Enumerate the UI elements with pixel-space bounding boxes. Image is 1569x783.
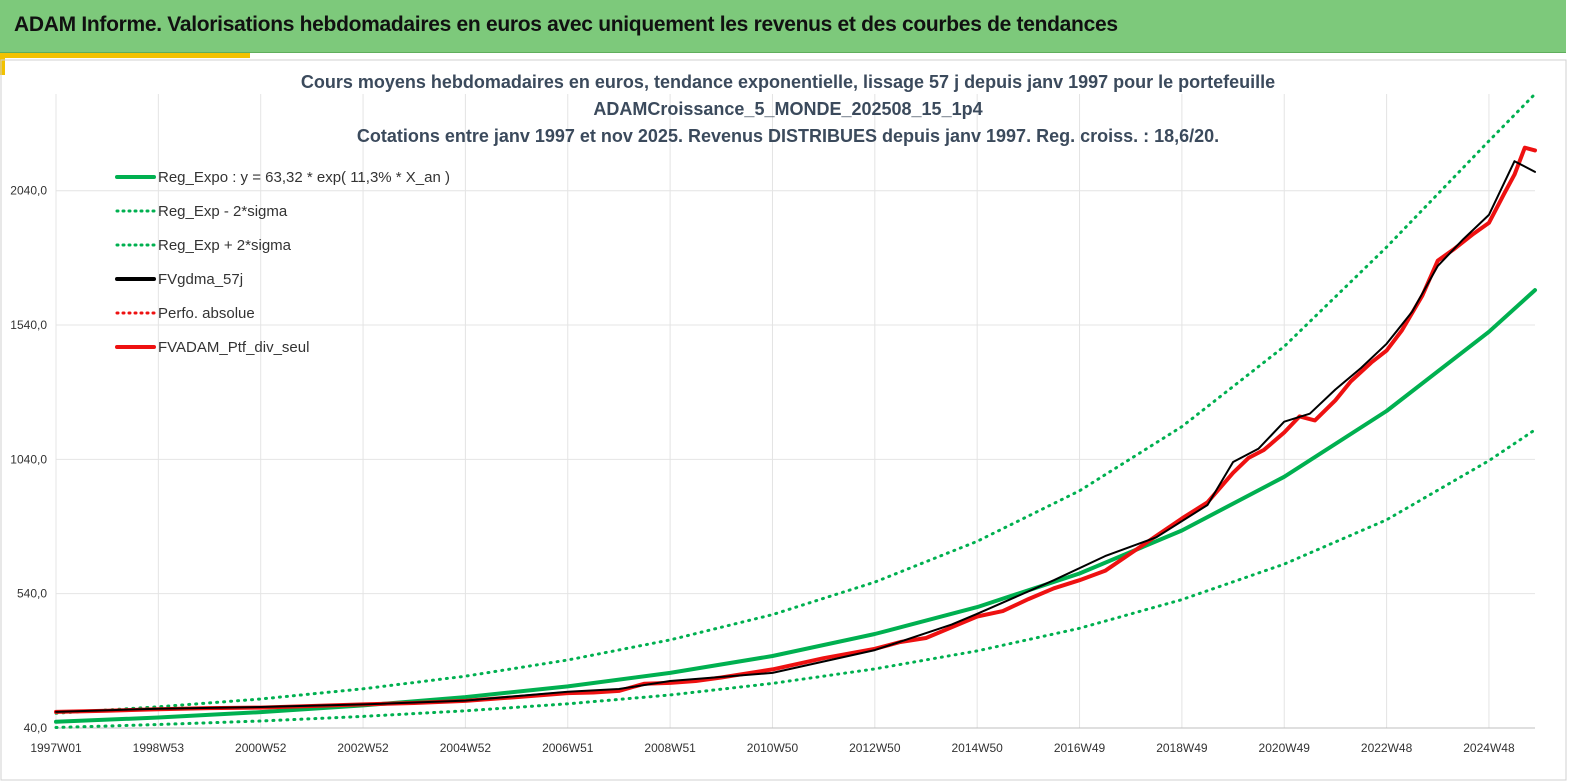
banner-title: ADAM Informe. Valorisations hebdomadaire… (14, 13, 1118, 36)
x-tick-label: 2018W49 (1156, 741, 1208, 755)
legend-label: Reg_Expo : y = 63,32 * exp( 11,3% * X_an… (158, 169, 450, 186)
x-tick-label: 1997W01 (30, 741, 82, 755)
line-chart: Cours moyens hebdomadaires en euros, ten… (0, 59, 1567, 781)
legend-label: FVgdma_57j (158, 271, 243, 288)
report-banner: ADAM Informe. Valorisations hebdomadaire… (0, 0, 1566, 53)
accent-side-bar (0, 53, 5, 75)
y-tick-label: 1540,0 (10, 318, 47, 332)
legend-label: Reg_Exp - 2*sigma (158, 203, 288, 220)
chart-frame (0, 59, 1567, 781)
series-line-2 (54, 92, 1537, 715)
chart-border (0, 59, 1567, 781)
x-tick-label: 2024W48 (1463, 741, 1515, 755)
chart-title: Cours moyens hebdomadaires en euros, ten… (301, 72, 1275, 146)
x-tick-label: 2014W50 (951, 741, 1003, 755)
x-tick-label: 2010W50 (747, 741, 799, 755)
y-tick-label: 540,0 (17, 587, 47, 601)
gridlines (55, 94, 1535, 729)
chart-title-line: Cours moyens hebdomadaires en euros, ten… (301, 72, 1275, 92)
y-tick-label: 40,0 (24, 721, 48, 735)
chart-container: Cours moyens hebdomadaires en euros, ten… (0, 58, 1569, 783)
x-tick-label: 2022W48 (1361, 741, 1413, 755)
x-tick-label: 2012W50 (849, 741, 901, 755)
legend-label: Perfo. absolue (158, 305, 255, 322)
x-tick-label: 2008W51 (644, 741, 696, 755)
legend-label: FVADAM_Ptf_div_seul (158, 339, 309, 356)
accent-bar (0, 53, 250, 58)
series-line-4 (54, 145, 1537, 714)
chart-title-line: Cotations entre janv 1997 et nov 2025. R… (357, 126, 1219, 146)
chart-legend: Reg_Expo : y = 63,32 * exp( 11,3% * X_an… (115, 169, 450, 356)
x-tick-label: 2006W51 (542, 741, 594, 755)
legend-label: Reg_Exp + 2*sigma (158, 237, 292, 254)
y-tick-label: 2040,0 (10, 184, 47, 198)
x-tick-label: 2004W52 (440, 741, 492, 755)
x-axis: 1997W01 1998W53 2000W52 2002W52 2004W52 2006W… (30, 741, 1515, 755)
x-tick-label: 2002W52 (337, 741, 389, 755)
series-line-3 (55, 160, 1536, 713)
chart-title-line: ADAMCroissance_5_MONDE_202508_15_1p4 (593, 99, 982, 119)
x-tick-label: 2000W52 (235, 741, 287, 755)
series-layer (54, 92, 1537, 729)
series-line-0 (54, 288, 1537, 724)
y-tick-label: 1040,0 (10, 452, 47, 466)
y-axis: 40,0 540,0 1040,0 1540,0 2040,0 (10, 184, 47, 735)
x-tick-label: 1998W53 (133, 741, 185, 755)
x-tick-label: 2016W49 (1054, 741, 1106, 755)
series-line-1 (54, 428, 1537, 729)
x-tick-label: 2020W49 (1259, 741, 1311, 755)
